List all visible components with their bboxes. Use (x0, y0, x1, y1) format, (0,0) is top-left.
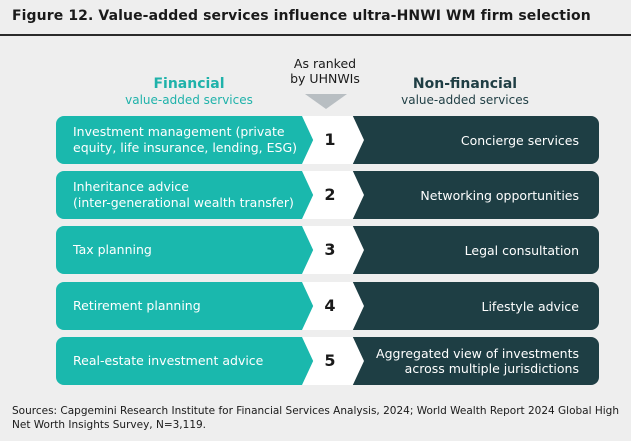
nonfinancial-header-sub: value-added services (401, 93, 529, 107)
financial-header-sub: value-added services (125, 93, 253, 107)
title-divider (0, 34, 631, 36)
financial-service-label: Retirement planning (73, 298, 201, 313)
ranked-header-line2: by UHNWIs (290, 71, 360, 86)
ranked-column-header: As ranked by UHNWIs (280, 56, 370, 86)
rank-number: 4 (324, 296, 336, 315)
nonfinancial-service-label: Networking opportunities (420, 187, 579, 203)
nonfinancial-service-label: Concierge services (460, 132, 579, 148)
ranking-row: 3 Tax planning Legal consultation (56, 226, 599, 274)
ranking-row: 2 Inheritance advice (inter-generational… (56, 171, 599, 219)
financial-header-main: Financial (153, 76, 225, 92)
nonfinancial-bar (346, 282, 599, 330)
nonfinancial-bar (346, 337, 599, 385)
nonfinancial-bar (346, 171, 599, 219)
sources-note: Sources: Capgemini Research Institute fo… (12, 405, 619, 431)
figure-title: Figure 12. Value-added services influenc… (12, 8, 591, 24)
nonfinancial-header-main: Non-financial (412, 76, 518, 92)
ranked-header-line1: As ranked (293, 56, 357, 71)
nonfinancial-service-label: Lifestyle advice (481, 298, 579, 314)
financial-service-label: Real-estate investment advice (73, 353, 264, 368)
financial-service-label: Inheritance advice (inter-generational w… (73, 179, 294, 210)
nonfinancial-service-label: Aggregated view of investments across mu… (376, 346, 579, 376)
financial-service-label: Tax planning (73, 242, 152, 257)
financial-service-label: Investment management (private equity, l… (73, 124, 298, 155)
down-arrow-icon (305, 94, 347, 109)
nonfinancial-bar (346, 226, 599, 274)
rank-number: 3 (324, 240, 336, 259)
ranking-row: 5 Real-estate investment advice Aggregat… (56, 337, 599, 385)
rank-number: 5 (324, 351, 336, 370)
rank-number: 1 (324, 130, 336, 149)
nonfinancial-service-label: Legal consultation (464, 242, 579, 258)
nonfinancial-column-header: Non-financial value-added services (385, 76, 545, 108)
ranking-row: 1 Investment management (private equity,… (56, 116, 599, 164)
rank-number: 2 (324, 185, 336, 204)
ranking-row: 4 Retirement planning Lifestyle advice (56, 282, 599, 330)
financial-column-header: Financial value-added services (114, 76, 264, 108)
nonfinancial-bar (346, 116, 599, 164)
